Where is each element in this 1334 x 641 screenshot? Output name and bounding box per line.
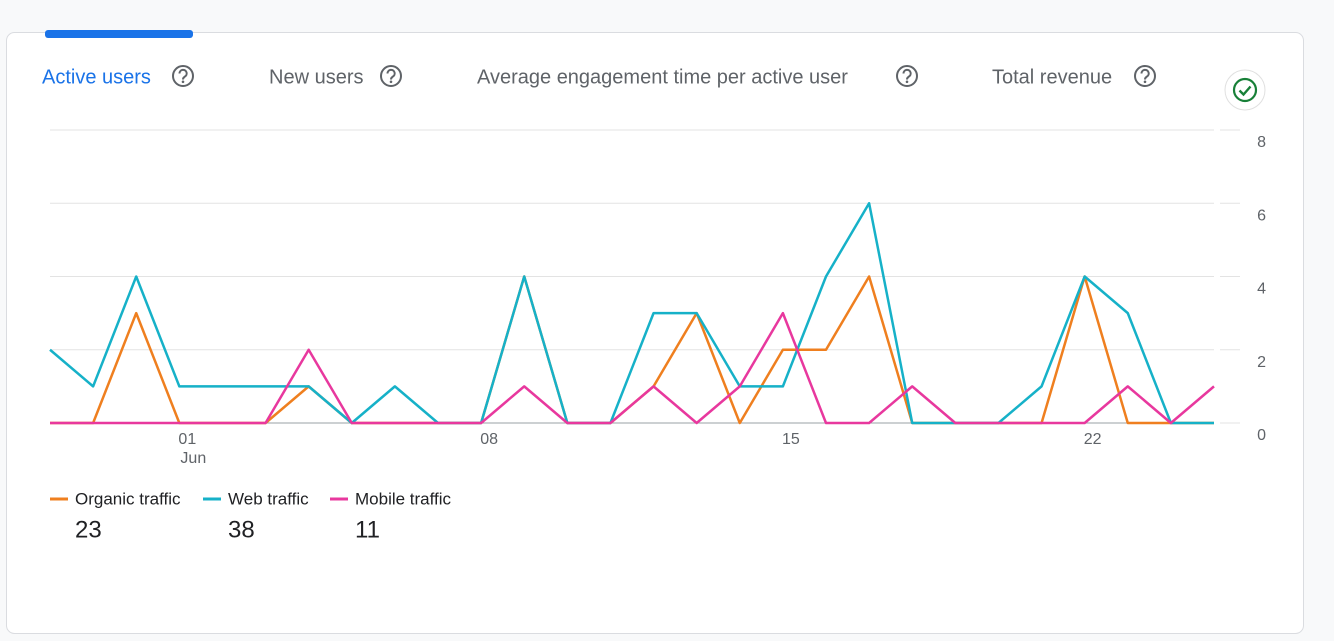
tab[interactable]: Total revenue [992, 66, 1112, 88]
series-line [50, 311, 1215, 425]
help-glyph [386, 68, 396, 80]
x-tick-label: 22 [1084, 431, 1102, 448]
x-tick-label: 08 [480, 431, 498, 448]
legend-label: Organic traffic [75, 489, 181, 508]
help-circle [380, 65, 402, 87]
tab[interactable]: Average engagement time per active user [477, 66, 848, 88]
legend-item: Web traffic 38 [203, 489, 309, 543]
y-tick-label: 8 [1257, 134, 1266, 151]
legend-label: Mobile traffic [355, 489, 452, 508]
x-tick-label: 15 [782, 431, 800, 448]
card [6, 32, 1304, 634]
y-tick-label: 4 [1257, 281, 1266, 298]
series-line [49, 202, 1214, 425]
help-dot [389, 80, 393, 84]
help-glyph [1140, 68, 1150, 80]
legend-label: Web traffic [228, 489, 309, 508]
tab[interactable]: Active users [42, 66, 151, 88]
help-dot [905, 80, 909, 84]
x-tick-label: 01 [178, 431, 196, 448]
help-dot [181, 80, 185, 84]
help-circle [1134, 65, 1156, 87]
selected-tab-indicator [45, 30, 193, 38]
help-icon [1134, 65, 1156, 87]
legend-total: 11 [355, 516, 380, 543]
help-circle [896, 65, 918, 87]
help-circle [172, 65, 194, 87]
tabs: Active users New users Average engagemen… [42, 66, 1112, 88]
help-glyph [178, 68, 188, 80]
check-mark [1238, 85, 1252, 97]
help-dot [1143, 80, 1147, 84]
help-icon [380, 65, 402, 87]
help-icon [896, 65, 918, 87]
legend-total: 38 [228, 516, 255, 543]
status-icon[interactable] [1224, 69, 1266, 111]
tab[interactable]: New users [269, 66, 363, 88]
status-icon-bg [1224, 69, 1266, 111]
help-glyph [902, 68, 912, 80]
y-tick-label: 0 [1257, 427, 1266, 444]
legend-item: Mobile traffic 11 [330, 489, 452, 543]
check-circle [1232, 77, 1258, 103]
y-tick-label: 2 [1257, 354, 1266, 371]
legend-item: Organic traffic 23 [50, 489, 181, 543]
help-icon [172, 65, 194, 87]
x-tick-sublabel: Jun [180, 450, 206, 467]
legend-total: 23 [75, 516, 102, 543]
y-tick-label: 6 [1257, 207, 1266, 224]
help-icons [172, 65, 1156, 87]
